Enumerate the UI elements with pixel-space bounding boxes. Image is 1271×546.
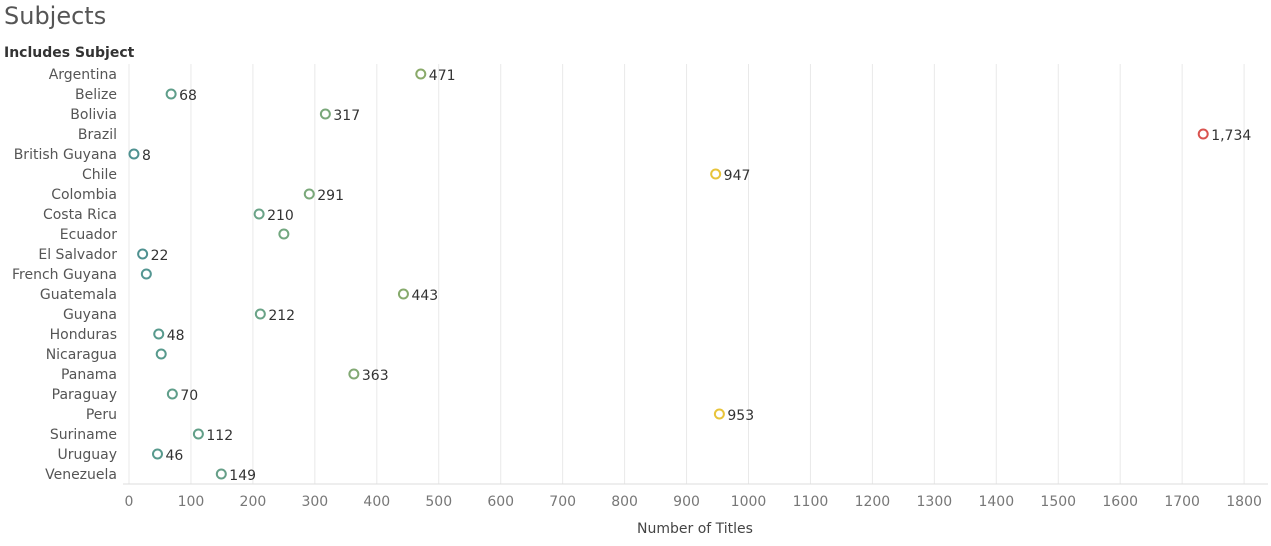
category-label: Panama <box>61 367 117 383</box>
data-label: 149 <box>229 468 256 484</box>
x-tick-label: 1600 <box>1102 494 1138 510</box>
x-tick-label: 400 <box>363 494 390 510</box>
data-point[interactable] <box>710 168 722 180</box>
data-label: 363 <box>362 368 389 384</box>
x-tick-label: 1200 <box>855 494 891 510</box>
data-label: 112 <box>206 428 233 444</box>
data-label: 48 <box>167 328 185 344</box>
x-tick-label: 500 <box>425 494 452 510</box>
data-label: 212 <box>268 308 295 324</box>
data-point[interactable] <box>319 108 331 120</box>
data-point[interactable] <box>215 468 227 480</box>
category-label: Nicaragua <box>46 347 117 363</box>
data-point[interactable] <box>713 408 725 420</box>
category-label: British Guyana <box>14 147 117 163</box>
page-title: Subjects <box>4 2 107 30</box>
category-label: Uruguay <box>58 447 118 463</box>
data-label: 22 <box>151 248 169 264</box>
data-label: 291 <box>317 188 344 204</box>
x-tick-label: 900 <box>673 494 700 510</box>
data-label: 1,734 <box>1211 128 1251 144</box>
x-tick-label: 100 <box>178 494 205 510</box>
data-point[interactable] <box>151 448 163 460</box>
category-label: Venezuela <box>45 467 117 483</box>
category-labels: Argentina Belize Bolivia Brazil British Guya… <box>12 67 117 483</box>
data-point[interactable] <box>278 228 290 240</box>
data-label: 8 <box>142 148 151 164</box>
data-point[interactable] <box>254 308 266 320</box>
x-tick-label: 1800 <box>1226 494 1262 510</box>
x-axis-ticks: 0 100 200 300 400 500 600 700 800 900 1000 1100 1200… <box>125 494 1262 510</box>
x-tick-label: 700 <box>549 494 576 510</box>
data-label: 443 <box>411 288 438 304</box>
x-tick-label: 1500 <box>1040 494 1076 510</box>
row-header: Includes Subject <box>4 45 135 61</box>
data-point[interactable] <box>155 348 167 360</box>
data-label: 70 <box>180 388 198 404</box>
x-tick-label: 800 <box>611 494 638 510</box>
data-point[interactable] <box>140 268 152 280</box>
category-label: Chile <box>82 167 117 183</box>
data-label: 68 <box>179 88 197 104</box>
data-labels: 471 68 317 1,734 8 947 291 210 22 443 212 48 363 70 95… <box>142 68 1251 484</box>
data-label: 46 <box>165 448 183 464</box>
data-label: 471 <box>429 68 456 84</box>
category-label: Guatemala <box>40 287 117 303</box>
category-label: Suriname <box>50 427 117 443</box>
category-label: Ecuador <box>60 227 117 243</box>
data-point[interactable] <box>137 248 149 260</box>
data-label: 210 <box>267 208 294 224</box>
x-tick-label: 0 <box>125 494 134 510</box>
data-point[interactable] <box>153 328 165 340</box>
data-label: 317 <box>333 108 360 124</box>
category-label: French Guyana <box>12 267 117 283</box>
data-point[interactable] <box>128 148 140 160</box>
category-label: Belize <box>75 87 117 103</box>
x-tick-label: 1000 <box>731 494 767 510</box>
category-label: Paraguay <box>52 387 117 403</box>
data-point[interactable] <box>166 388 178 400</box>
category-label: El Salvador <box>38 247 117 263</box>
x-tick-label: 1700 <box>1164 494 1200 510</box>
category-label: Costa Rica <box>43 207 117 223</box>
category-label: Guyana <box>63 307 117 323</box>
data-point[interactable] <box>253 208 265 220</box>
category-label: Argentina <box>49 67 117 83</box>
data-label: 953 <box>727 408 754 424</box>
data-point[interactable] <box>415 68 427 80</box>
data-point[interactable] <box>192 428 204 440</box>
data-point[interactable] <box>303 188 315 200</box>
category-label: Bolivia <box>70 107 117 123</box>
x-tick-label: 1100 <box>793 494 829 510</box>
x-tick-label: 600 <box>487 494 514 510</box>
x-tick-label: 1300 <box>917 494 953 510</box>
x-tick-label: 1400 <box>978 494 1014 510</box>
data-point[interactable] <box>1197 128 1209 140</box>
x-tick-label: 300 <box>301 494 328 510</box>
data-point[interactable] <box>397 288 409 300</box>
data-point[interactable] <box>165 88 177 100</box>
category-label: Honduras <box>50 327 117 343</box>
x-axis-title: Number of Titles <box>637 521 753 537</box>
data-label: 947 <box>724 168 751 184</box>
category-label: Colombia <box>51 187 117 203</box>
category-label: Peru <box>86 407 117 423</box>
category-label: Brazil <box>78 127 117 143</box>
data-points <box>128 68 1209 480</box>
data-point[interactable] <box>348 368 360 380</box>
x-tick-label: 200 <box>240 494 267 510</box>
grid <box>128 64 1245 484</box>
